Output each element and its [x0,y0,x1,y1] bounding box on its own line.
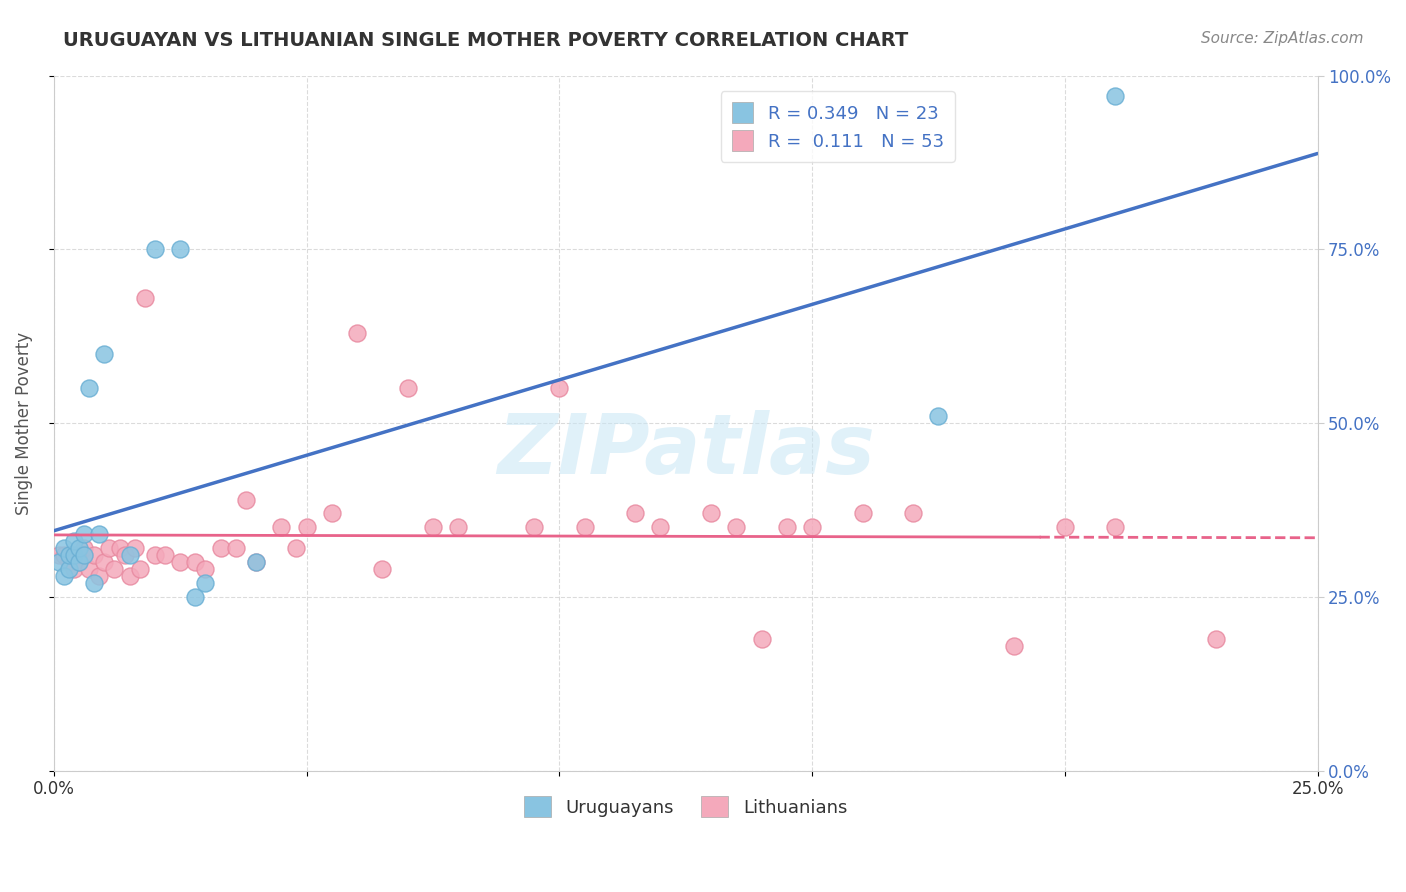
Point [89,569,111,583]
Point [209,541,232,556]
Point [270,520,292,534]
Point [73,541,96,556]
Point [143,548,166,562]
Point [58,562,80,576]
Point [118,548,141,562]
Point [58,548,80,562]
Point [184,590,207,604]
Point [1053,520,1076,534]
Point [700,507,723,521]
Point [245,555,267,569]
Point [624,507,647,521]
Point [48,555,70,569]
Point [447,520,470,534]
Point [77,562,100,576]
Point [801,520,824,534]
Point [93,346,115,360]
Point [295,520,318,534]
Point [67,541,90,556]
Y-axis label: Single Mother Poverty: Single Mother Poverty [15,332,32,515]
Point [114,548,136,562]
Point [77,381,100,395]
Point [194,576,217,591]
Point [776,520,799,534]
Point [63,548,86,562]
Point [235,492,257,507]
Point [245,555,267,569]
Point [134,291,156,305]
Text: URUGUAYAN VS LITHUANIAN SINGLE MOTHER POVERTY CORRELATION CHART: URUGUAYAN VS LITHUANIAN SINGLE MOTHER PO… [63,31,908,50]
Point [98,541,121,556]
Point [52,541,75,556]
Point [1002,639,1025,653]
Point [52,548,75,562]
Point [285,541,308,556]
Point [650,520,672,534]
Point [48,548,70,562]
Point [396,381,419,395]
Point [63,534,86,549]
Point [89,527,111,541]
Point [118,569,141,583]
Point [169,555,191,569]
Point [73,527,96,541]
Point [184,555,207,569]
Point [523,520,546,534]
Point [169,242,191,256]
Point [153,548,176,562]
Point [346,326,368,340]
Point [93,555,115,569]
Point [927,409,949,424]
Point [67,555,90,569]
Point [901,507,924,521]
Point [1205,632,1227,646]
Text: ZIPatlas: ZIPatlas [496,410,875,491]
Point [1104,520,1126,534]
Point [225,541,247,556]
Point [1104,89,1126,103]
Point [52,569,75,583]
Legend: Uruguayans, Lithuanians: Uruguayans, Lithuanians [517,789,855,824]
Point [58,555,80,569]
Point [422,520,444,534]
Point [194,562,217,576]
Point [143,242,166,256]
Point [371,562,394,576]
Text: Source: ZipAtlas.com: Source: ZipAtlas.com [1201,31,1364,46]
Point [73,548,96,562]
Point [852,507,875,521]
Point [751,632,773,646]
Point [83,548,105,562]
Point [725,520,748,534]
Point [73,548,96,562]
Point [108,541,131,556]
Point [103,562,125,576]
Point [63,562,86,576]
Point [67,555,90,569]
Point [574,520,596,534]
Point [321,507,343,521]
Point [548,381,571,395]
Point [124,541,146,556]
Point [128,562,150,576]
Point [83,576,105,591]
